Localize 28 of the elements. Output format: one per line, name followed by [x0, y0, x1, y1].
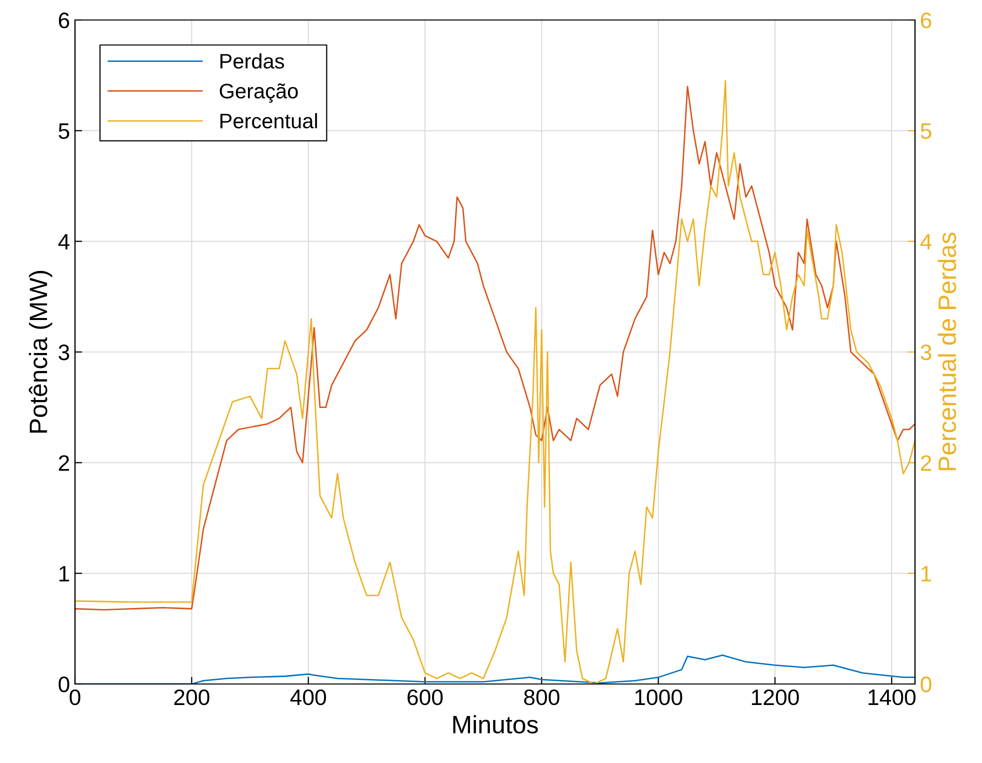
x-tick-label: 1400	[868, 689, 916, 706]
x-tick-label: 0	[70, 689, 80, 706]
y-tick-label: 4	[58, 234, 70, 250]
y2-tick-label: 5	[920, 123, 932, 139]
y2-tick-label: 3	[920, 344, 932, 360]
y-tick-label: 5	[58, 123, 70, 139]
legend-label: Perdas	[220, 53, 284, 69]
y-tick-label: 3	[58, 344, 70, 360]
x-tick-label: 1200	[752, 689, 799, 706]
y-axis-title: Potência (MW)	[28, 270, 52, 433]
y-tick-label: 1	[59, 566, 70, 582]
x-tick-label: 1000	[635, 689, 682, 706]
x-tick-label: 400	[290, 689, 326, 706]
y-tick-label: 6	[58, 12, 70, 28]
y2-tick-label: 0	[920, 676, 932, 692]
x-axis-title: Minutos	[453, 715, 538, 734]
legend-label: Percentual	[220, 113, 317, 128]
y2-tick-label: 6	[920, 12, 932, 28]
y-tick-label: 0	[58, 676, 70, 692]
y2-tick-label: 2	[920, 455, 932, 471]
y-tick-label: 2	[58, 455, 70, 471]
x-tick-label: 200	[174, 689, 210, 706]
y2-tick-label: 1	[922, 566, 932, 582]
legend-label: Geração	[220, 83, 298, 103]
x-tick-label: 600	[408, 689, 443, 706]
y2-tick-label: 4	[920, 234, 932, 250]
x-tick-label: 800	[524, 689, 560, 706]
y2-axis-title: Percentual de Perdas	[938, 232, 956, 470]
